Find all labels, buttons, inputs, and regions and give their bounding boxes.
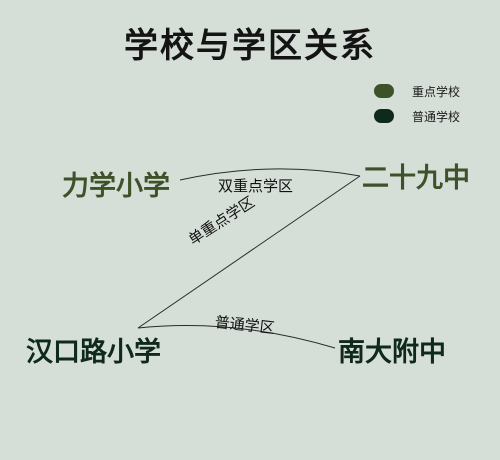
diagram-title: 学校与学区关系 [124, 26, 376, 66]
node-ershijiu-school: 二十九中 [362, 163, 470, 194]
node-nandafu-school: 南大附中 [338, 337, 446, 368]
edge-hankoulu-nandafu [137, 325, 336, 349]
regular-school-swatch [374, 109, 394, 123]
node-lixue-school: 力学小学 [62, 171, 170, 202]
legend: 重点学校 普通学校 [374, 80, 460, 130]
edge-label-double-key: 双重点学区 [218, 177, 294, 195]
legend-label: 重点学校 [412, 84, 461, 99]
edge-ershijiu-hankoulu [137, 175, 361, 329]
legend-item-regular-school: 普通学校 [374, 105, 460, 127]
edge-lixue-ershijiu [179, 168, 361, 181]
legend-label: 普通学校 [412, 109, 461, 124]
node-hankoulu-school: 汉口路小学 [26, 337, 161, 368]
key-school-swatch [374, 84, 394, 98]
legend-item-key-school: 重点学校 [374, 80, 460, 102]
